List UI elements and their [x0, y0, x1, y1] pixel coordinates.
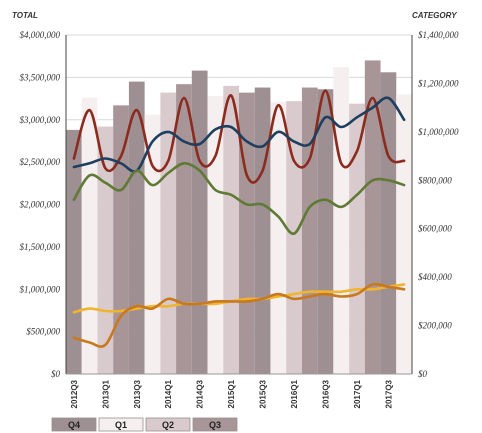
x-tick-label: 2014Q3 [196, 379, 205, 408]
bars [66, 60, 412, 375]
left-tick-label: $3,500,000 [20, 72, 61, 82]
x-tick-label: 2013Q1 [101, 379, 110, 408]
x-tick-label: 2016Q1 [290, 379, 299, 408]
x-tick-label: 2016Q3 [322, 379, 331, 408]
left-tick-label: $500,000 [26, 327, 60, 337]
bar [81, 97, 98, 374]
x-tick-label: 2014Q1 [164, 379, 173, 408]
bar [364, 60, 381, 375]
bar [160, 92, 177, 374]
right-tick-labels: $0 $200,000 $400,000 $600,000 $800,000 $1,000… [418, 30, 459, 379]
left-axis-title: TOTAL [12, 11, 38, 20]
legend-label: Q4 [68, 420, 80, 430]
x-tick-label: 2012Q3 [70, 379, 79, 408]
right-tick-label: $1,000,000 [418, 127, 459, 137]
left-tick-label: $1,500,000 [20, 242, 61, 252]
x-tick-label: 2013Q3 [133, 379, 142, 408]
left-tick-label: $4,000,000 [20, 30, 61, 40]
series-line-3 [72, 161, 406, 235]
bar [301, 87, 318, 375]
legend-swatch-q2 [145, 417, 191, 432]
bar [128, 81, 145, 375]
axes [65, 35, 413, 375]
legend-swatch-q4 [51, 417, 97, 432]
x-tick-label: 2017Q1 [353, 379, 362, 408]
bar [317, 89, 334, 375]
series-line-5 [72, 282, 406, 348]
right-tick-label: $1,400,000 [418, 30, 459, 40]
bar [380, 72, 397, 374]
bar [270, 101, 287, 374]
bar [396, 94, 412, 374]
series-line-2 [72, 96, 406, 173]
series-lines [72, 89, 406, 348]
left-tick-label: $0 [51, 369, 61, 379]
bar [333, 67, 350, 374]
x-tick-label: 2015Q1 [227, 379, 236, 408]
series-line-1 [72, 89, 406, 184]
right-tick-label: $200,000 [418, 321, 452, 331]
legend-label: Q3 [209, 420, 221, 430]
right-tick-label: $0 [418, 369, 428, 379]
x-tick-label: 2015Q3 [259, 379, 268, 408]
bar [191, 70, 208, 374]
legend-swatch-q1 [98, 417, 144, 432]
right-tick-label: $1,200,000 [418, 78, 459, 88]
right-tick-label: $400,000 [418, 272, 452, 282]
right-tick-label: $800,000 [418, 175, 452, 185]
left-tick-labels: $0 $500,000 $1,000,000 $1,500,000 $2,000,000… [20, 30, 61, 379]
legend-label: Q2 [162, 420, 174, 430]
right-axis-title: CATEGORY [412, 11, 457, 20]
bar [223, 85, 239, 374]
bar [349, 103, 365, 375]
legend-label: Q1 [115, 420, 127, 430]
left-tick-label: $2,000,000 [20, 200, 61, 210]
bar [286, 101, 302, 374]
x-tick-label: 2017Q3 [384, 379, 393, 408]
x-tick-labels: 2012Q3 2013Q1 2013Q3 2014Q1 2014Q3 2015Q1 2015… [70, 379, 394, 408]
left-tick-label: $3,000,000 [20, 115, 61, 125]
bar [254, 87, 271, 375]
bar [113, 105, 129, 374]
legend: Q4 Q1 Q2 Q3 [51, 417, 238, 432]
left-tick-label: $2,500,000 [20, 157, 61, 167]
bar [176, 84, 192, 374]
right-tick-label: $600,000 [418, 224, 452, 234]
left-tick-label: $1,000,000 [20, 284, 61, 294]
legend-swatch-q3 [192, 417, 238, 432]
